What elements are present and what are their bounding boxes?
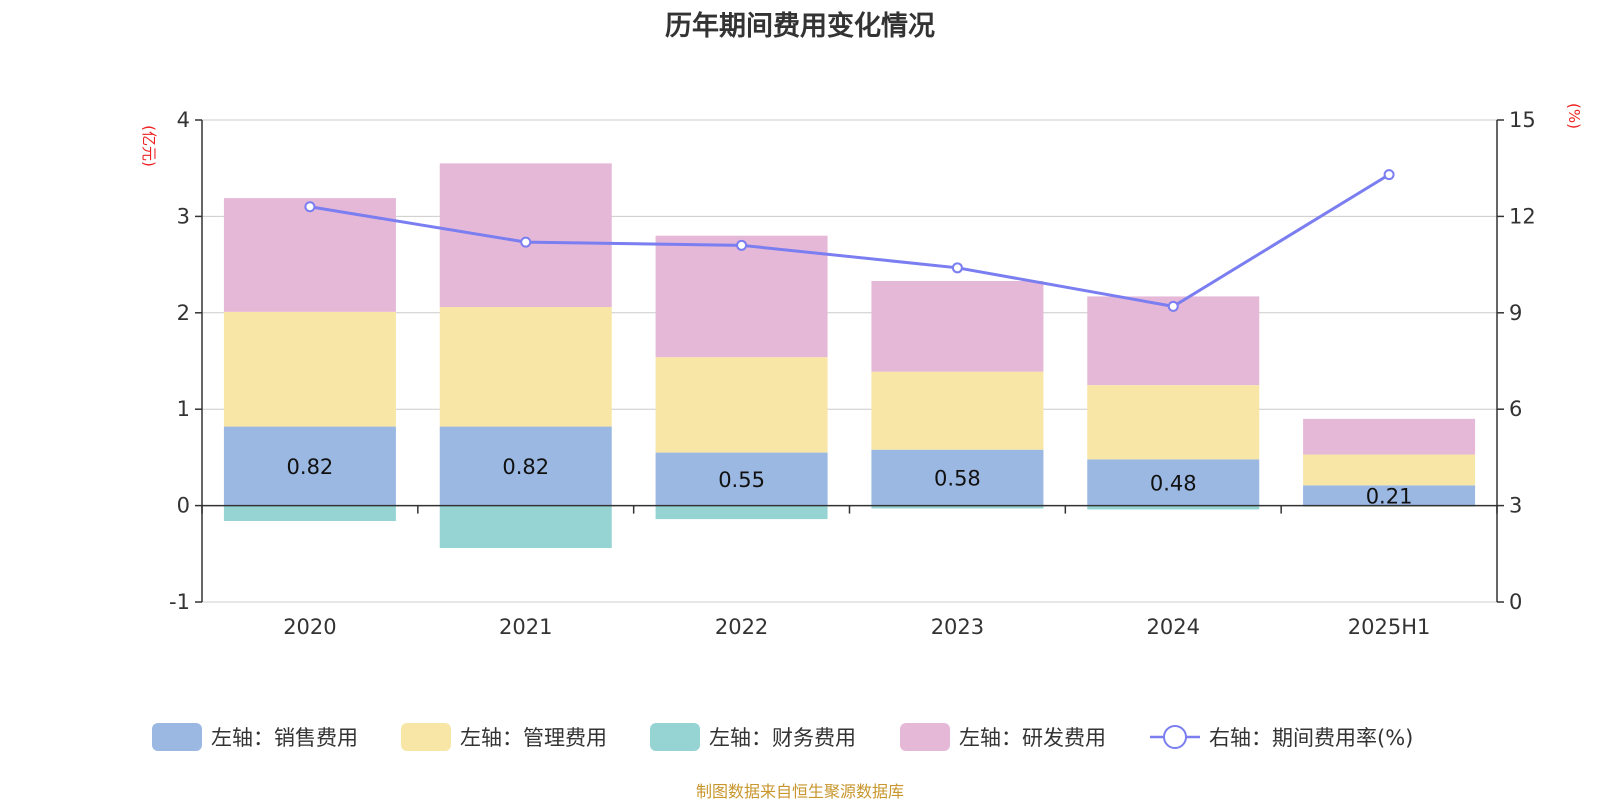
x-axis-category-label: 2022 (715, 615, 768, 639)
line-series-group (304, 169, 1395, 312)
left-axis-tick-label: 0 (177, 494, 190, 518)
bar-segment (871, 505, 1044, 509)
bars-group (223, 163, 1476, 549)
right-axis-tick-label: 3 (1509, 494, 1522, 518)
left-axis-tick-label: 1 (177, 397, 190, 421)
left-axis-tick-label: -1 (169, 590, 190, 614)
bar-segment (1087, 459, 1260, 506)
legend-label: 左轴：研发费用 (959, 726, 1106, 750)
legend-swatch (401, 723, 451, 751)
rate-line-point (1383, 169, 1395, 181)
x-axis-category-label: 2025H1 (1348, 615, 1431, 639)
chart-title: 历年期间费用变化情况 (665, 11, 935, 42)
bar-segment (223, 505, 396, 522)
legend-label: 左轴：财务费用 (709, 726, 856, 750)
bar-data-label: 0.21 (1366, 484, 1413, 508)
bar-segment (439, 163, 612, 308)
bar-segment (655, 235, 828, 358)
data-source-note: 制图数据来自恒生聚源数据库 (695, 782, 904, 801)
right-axis-tick-label: 0 (1509, 590, 1522, 614)
legend: 左轴：销售费用 左轴：管理费用 左轴：财务费用 左轴：研发费用 右轴：期间费用率(%) (152, 723, 1413, 751)
right-axis-tick-label: 9 (1509, 301, 1522, 325)
rate-line-point (304, 201, 316, 213)
bar-segment (1303, 454, 1476, 486)
left-axis-tick-label: 3 (177, 204, 190, 228)
legend-label: 左轴：销售费用 (211, 726, 358, 750)
x-axis-category-label: 2020 (283, 615, 336, 639)
right-axis-unit: (%) (1565, 103, 1583, 129)
bar-segment (1087, 505, 1260, 510)
legend-marker (1163, 725, 1187, 749)
rate-line-point (736, 239, 748, 251)
bar-segment (871, 371, 1044, 450)
grid-lines (202, 119, 1497, 603)
legend-swatch (650, 723, 700, 751)
bar-segment (655, 505, 828, 520)
rate-line-point (520, 236, 532, 248)
right-axis-tick-label: 12 (1509, 204, 1536, 228)
bar-segment (1087, 385, 1260, 460)
rate-line (309, 173, 1390, 308)
bar-data-label: 0.82 (287, 455, 334, 479)
bar-segment (223, 426, 396, 506)
left-axis-unit: (亿元) (140, 125, 158, 167)
bar-segment (439, 505, 612, 549)
left-axis-tick-label: 4 (177, 108, 190, 132)
left-axis-tick-label: 2 (177, 301, 190, 325)
x-axis-category-label: 2021 (499, 615, 552, 639)
rate-line-point (1167, 300, 1179, 312)
bar-segment (439, 426, 612, 506)
bar-segment (1303, 418, 1476, 455)
bar-segment (1303, 485, 1476, 506)
legend-swatch (152, 723, 202, 751)
right-axis-tick-label: 6 (1509, 397, 1522, 421)
data-labels-group: 0.82 0.82 0.55 0.58 0.48 0.21 (287, 455, 1413, 508)
bar-segment (439, 307, 612, 427)
bar-segment (655, 452, 828, 506)
rate-line-point (951, 262, 963, 274)
legend-label: 右轴：期间费用率(%) (1209, 726, 1413, 750)
bar-segment (655, 357, 828, 453)
bar-data-label: 0.82 (502, 455, 549, 479)
right-axis-tick-label: 15 (1509, 108, 1536, 132)
legend-swatch (900, 723, 950, 751)
x-axis-category-label: 2023 (931, 615, 984, 639)
bar-segment (871, 280, 1044, 372)
bar-segment (223, 311, 396, 427)
bar-segment (871, 449, 1044, 506)
legend-label: 左轴：管理费用 (460, 726, 607, 750)
bar-data-label: 0.48 (1150, 471, 1197, 495)
bar-data-label: 0.58 (934, 467, 981, 491)
bar-data-label: 0.55 (718, 468, 765, 492)
x-axis-category-label: 2024 (1147, 615, 1200, 639)
